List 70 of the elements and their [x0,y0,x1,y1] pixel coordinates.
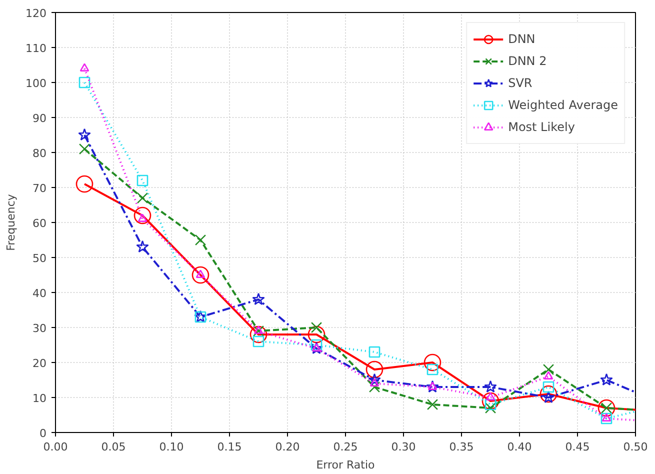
point [428,382,438,390]
point [482,392,500,410]
point [252,336,264,348]
point [426,398,438,410]
point [310,322,322,334]
x-tick-label: 0.05 [101,440,126,454]
point [598,399,616,417]
x-tick-label: 0.40 [507,440,532,454]
point [370,378,380,386]
point [136,174,148,186]
y-tick-label: 120 [26,7,47,20]
legend-label: DNN [508,32,536,46]
point [312,343,322,352]
point [540,385,558,403]
point [136,240,149,253]
point [310,339,322,351]
x-tick-label: 0.20 [275,440,300,454]
y-tick-label: 70 [32,182,47,195]
x-tick-label: 0.15 [217,440,242,454]
point [252,292,265,306]
y-tick-label: 90 [32,112,47,125]
point [542,381,554,393]
point [484,380,497,393]
x-tick-label: 0.25 [333,440,358,454]
point [368,346,380,358]
y-tick-label: 80 [32,147,47,160]
x-tick-label: 0.10 [159,440,184,454]
legend-label: SVR [508,76,532,90]
point [542,364,554,376]
y-tick-label: 110 [26,42,47,55]
y-tick-label: 10 [32,392,47,405]
y-tick-label: 60 [32,217,47,230]
point [484,402,496,414]
y-tick-label: 30 [32,322,47,335]
legend-label: Weighted Average [508,98,618,112]
y-tick-label: 50 [32,252,47,265]
point [78,143,90,155]
x-tick-label: 0.00 [43,440,68,454]
x-tick-label: 0.50 [623,440,648,454]
x-tick-label: 0.35 [449,440,474,454]
point [310,342,323,354]
point [424,354,442,372]
point [134,206,152,224]
point [308,326,326,344]
point [544,371,554,380]
legend-label: DNN 2 [508,54,547,68]
point [600,412,612,424]
legend-label: Most Likely [508,120,575,134]
point [602,413,612,422]
point [78,128,91,141]
x-tick-label: 0.45 [565,440,590,454]
point [600,373,613,386]
y-tick-label: 100 [26,77,47,90]
x-axis-title: Error Ratio [316,458,376,472]
y-axis-title: Frequency [4,194,18,251]
point [426,364,438,376]
point [366,360,384,378]
point [194,234,206,246]
x-tick-label: 0.30 [391,440,416,454]
y-tick-label: 40 [32,287,47,300]
point [76,175,94,193]
y-tick-label: 0 [40,427,46,440]
point [80,63,90,72]
y-tick-label: 20 [32,357,47,370]
point [426,380,439,393]
point [136,192,148,204]
point [368,373,381,386]
point [250,326,268,344]
point [192,266,210,284]
point [78,76,90,88]
